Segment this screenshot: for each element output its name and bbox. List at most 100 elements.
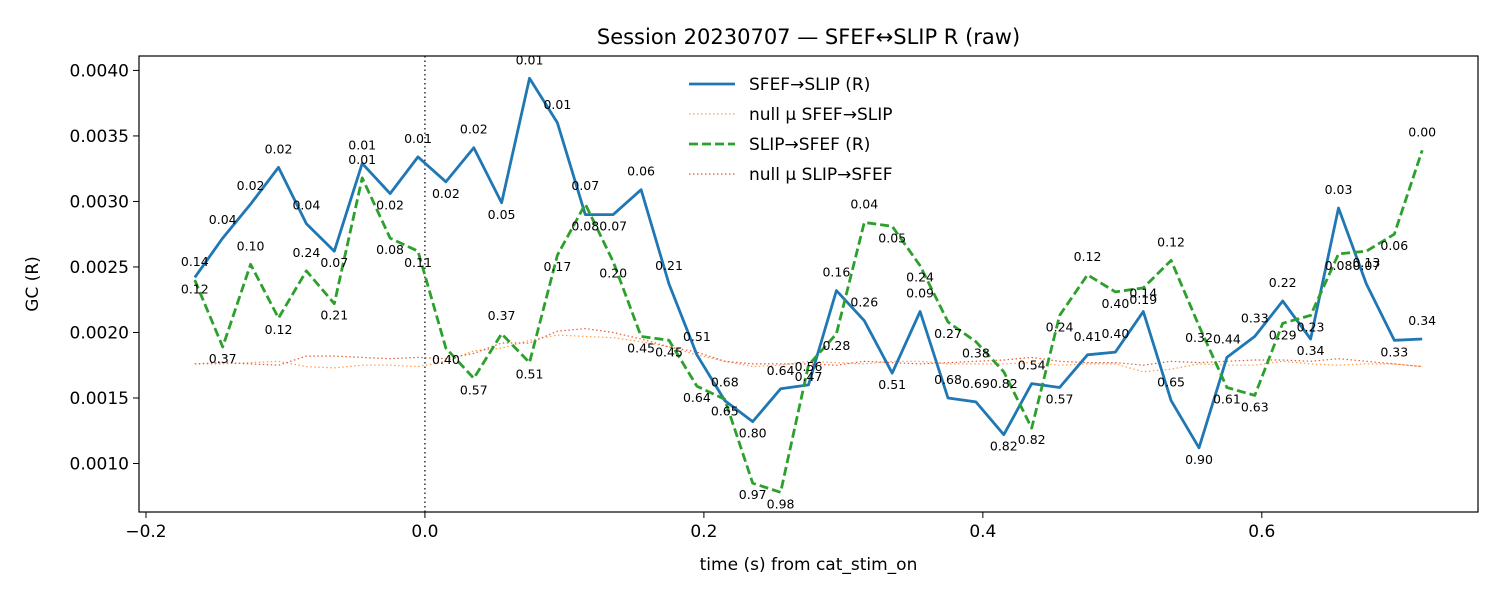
pvalue-label: 0.14 [181, 254, 209, 269]
y-tick-label: 0.0030 [70, 192, 129, 212]
pvalue-label: 0.54 [1018, 358, 1046, 373]
x-tick-label: 0.6 [1248, 522, 1275, 542]
pvalue-label: 0.40 [1101, 326, 1129, 341]
pvalue-label: 0.29 [1269, 327, 1297, 342]
legend: SFEF→SLIP (R) null μ SFEF→SLIP SLIP→SFEF (… [689, 75, 892, 185]
pvalue-label: 0.45 [627, 340, 655, 355]
pvalue-label: 0.07 [1352, 258, 1380, 273]
pvalue-label: 0.01 [543, 97, 571, 112]
pvalue-label: 0.98 [767, 496, 795, 511]
pvalue-label: 0.19 [1129, 292, 1157, 307]
pvalue-label: 0.51 [683, 329, 711, 344]
y-tick-label: 0.0010 [70, 455, 129, 475]
x-tick-label: 0.0 [411, 522, 438, 542]
pvalue-label: 0.22 [1269, 275, 1297, 290]
pvalue-label: 0.33 [1241, 310, 1269, 325]
pvalue-label: 0.02 [460, 122, 488, 137]
pvalue-label: 0.56 [795, 359, 823, 374]
pvalue-label: 0.41 [1074, 329, 1102, 344]
pvalue-label: 0.37 [488, 308, 516, 323]
pvalue-label: 0.40 [432, 352, 460, 367]
legend-label: null μ SFEF→SLIP [749, 105, 892, 125]
pvalue-label: 0.11 [404, 255, 432, 270]
pvalue-label: 0.16 [822, 265, 850, 280]
pvalue-label: 0.24 [292, 245, 320, 260]
pvalue-label: 0.26 [850, 295, 878, 310]
pvalue-label: 0.80 [739, 426, 767, 441]
y-tick-label: 0.0035 [70, 127, 129, 147]
plot-frame [138, 55, 1479, 513]
pvalue-label: 0.01 [404, 131, 432, 146]
pvalue-label: 0.47 [795, 369, 823, 384]
pvalue-label: 0.21 [320, 308, 348, 323]
chart-title: Session 20230707 — SFEF↔SLIP R (raw) [597, 25, 1020, 49]
pvalue-label: 0.64 [767, 363, 795, 378]
pvalue-label: 0.06 [627, 164, 655, 179]
pvalue-label: 0.97 [739, 487, 767, 502]
pvalue-label: 0.03 [1325, 182, 1353, 197]
pvalue-label: 0.24 [1046, 319, 1074, 334]
pvalue-label: 0.57 [1046, 392, 1074, 407]
pvalue-label: 0.38 [962, 346, 990, 361]
pvalue-label: 0.13 [1352, 255, 1380, 270]
pvalue-label: 0.07 [599, 219, 627, 234]
x-axis: −0.2 0.0 0.2 0.4 0.6 [125, 512, 1275, 542]
pvalue-label: 0.10 [237, 238, 265, 253]
y-axis-label: GC (R) [23, 256, 43, 312]
legend-label: SLIP→SFEF (R) [749, 135, 870, 155]
legend-label: SFEF→SLIP (R) [749, 75, 870, 95]
pvalue-label: 0.33 [1380, 344, 1408, 359]
pvalue-label: 0.07 [320, 255, 348, 270]
y-tick-label: 0.0015 [70, 389, 129, 409]
pvalue-label: 0.14 [1129, 286, 1157, 301]
pvalue-label: 0.01 [348, 152, 376, 167]
pvalue-label: 0.09 [906, 286, 934, 301]
pvalue-label: 0.12 [265, 322, 293, 337]
pvalue-label: 0.02 [237, 178, 265, 193]
pvalue-label: 0.04 [292, 198, 320, 213]
plot-area: 0.12 0.04 0.02 0.02 0.04 0.07 0.01 0.02 0.01 0.02… [181, 52, 1436, 512]
pvalue-label: 0.44 [1213, 331, 1241, 346]
pvalue-label: 0.24 [906, 270, 934, 285]
pvalue-label: 0.45 [655, 344, 683, 359]
pvalue-label: 0.51 [878, 377, 906, 392]
pvalue-label: 0.27 [934, 326, 962, 341]
x-tick-label: −0.2 [125, 522, 166, 542]
pvalue-label: 0.82 [1018, 432, 1046, 447]
y-tick-label: 0.0040 [70, 61, 129, 81]
series-line-0 [193, 76, 1423, 450]
pvalue-label: 0.90 [1185, 452, 1213, 467]
pvalue-label: 0.12 [1074, 249, 1102, 264]
pvalue-label: 0.00 [1408, 124, 1436, 139]
x-tick-label: 0.4 [969, 522, 996, 542]
series-line-2 [193, 149, 1424, 494]
pvalue-label: 0.63 [1241, 399, 1269, 414]
pvalue-label: 0.34 [1408, 313, 1436, 328]
pvalue-label: 0.01 [516, 52, 544, 67]
pvalue-label: 0.57 [460, 382, 488, 397]
pvalue-label: 0.05 [488, 207, 516, 222]
x-tick-label: 0.2 [690, 522, 717, 542]
pvalue-label: 0.12 [1157, 234, 1185, 249]
y-tick-label: 0.0020 [70, 323, 129, 343]
pvalue-label: 0.37 [209, 351, 237, 366]
pvalue-label: 0.08 [571, 219, 599, 234]
pvalue-label: 0.82 [990, 376, 1018, 391]
pvalue-label: 0.51 [516, 367, 544, 382]
pvalue-label: 0.69 [962, 376, 990, 391]
pvalue-label: 0.68 [934, 372, 962, 387]
pvalue-label: 0.06 [1380, 238, 1408, 253]
pvalue-label: 0.68 [711, 375, 739, 390]
pvalue-label: 0.08 [1325, 258, 1353, 273]
y-axis: 0.0010 0.0015 0.0020 0.0025 0.0030 0.0035 0.00… [70, 61, 139, 475]
pvalue-label: 0.05 [878, 230, 906, 245]
pvalue-label: 0.21 [655, 258, 683, 273]
pvalue-label: 0.08 [376, 242, 404, 257]
pvalue-label: 0.12 [181, 281, 209, 296]
pvalue-label: 0.01 [348, 137, 376, 152]
x-axis-label: time (s) from cat_stim_on [700, 555, 918, 575]
pvalue-label: 0.65 [1157, 375, 1185, 390]
pvalue-label: 0.02 [432, 186, 460, 201]
y-tick-label: 0.0025 [70, 258, 129, 278]
